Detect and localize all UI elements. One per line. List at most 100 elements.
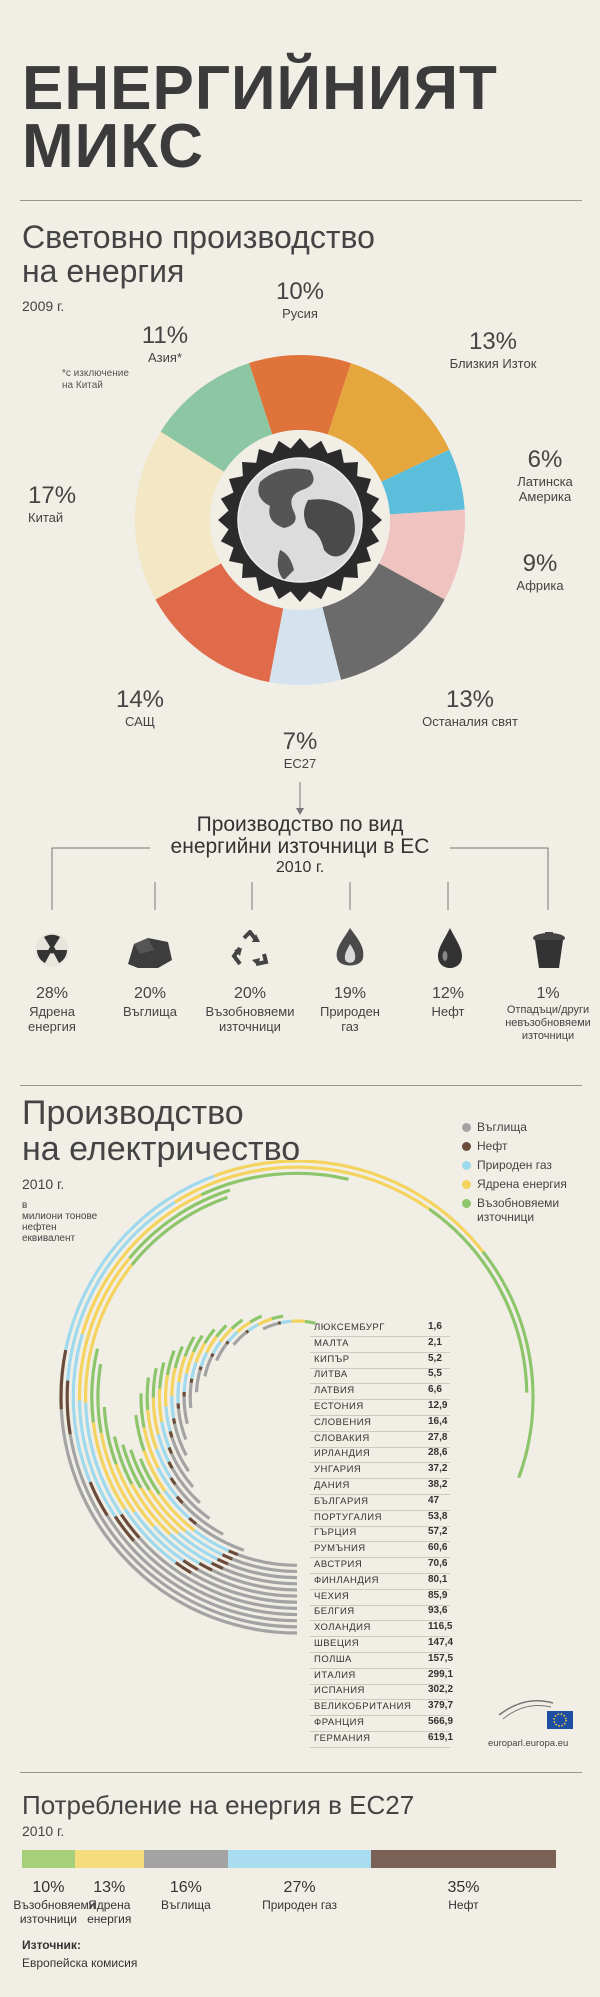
country-name: МАЛТА xyxy=(314,1337,350,1349)
arc-segment xyxy=(200,1171,349,1197)
legend-nuclear: Ядрена енергия xyxy=(462,1175,567,1194)
country-name: ФРАНЦИЯ xyxy=(314,1717,365,1728)
arc-segment xyxy=(280,1319,292,1325)
arc-segment xyxy=(173,1345,184,1369)
arc-segment xyxy=(184,1529,224,1557)
divider xyxy=(20,1772,582,1773)
label-rest-of-world: 13% Останалия свят xyxy=(422,686,518,729)
country-value: 80,1 xyxy=(428,1573,448,1585)
arc-segment xyxy=(176,1381,181,1404)
arc-segment xyxy=(158,1362,166,1389)
arc-segment xyxy=(210,1561,224,1570)
europarl-url: europarl.europa.eu xyxy=(488,1738,569,1749)
arc-segment xyxy=(133,1511,185,1562)
legend-oil: Нефт xyxy=(462,1137,567,1156)
arc-segment xyxy=(192,1334,204,1353)
country-name: УНГАРИЯ xyxy=(314,1464,362,1476)
arc-segment xyxy=(113,1515,135,1542)
arc-segment xyxy=(176,1408,188,1441)
arc-segment xyxy=(170,1436,190,1473)
arc-segment xyxy=(237,1553,298,1567)
arc-segment xyxy=(68,1433,298,1629)
gas-flame-icon xyxy=(336,928,364,966)
country-row: ГЪРЦИЯ 57,2 xyxy=(310,1525,450,1543)
country-row: СЛОВАКИЯ 27,8 xyxy=(310,1431,450,1448)
arc-segment xyxy=(65,1380,72,1435)
country-value: 6,6 xyxy=(428,1384,442,1396)
arc-segment xyxy=(197,1568,298,1598)
country-name: ИСПАНИЯ xyxy=(314,1685,365,1697)
main-title: ЕНЕРГИЙНИЯТ МИКС xyxy=(22,58,498,181)
arc-segment xyxy=(215,1342,228,1362)
country-value: 302,2 xyxy=(428,1684,454,1696)
country-value: 37,2 xyxy=(428,1463,448,1475)
arc-segment xyxy=(160,1421,171,1448)
country-row: ШВЕЦИЯ 147,4 xyxy=(310,1636,454,1653)
arc-segment xyxy=(121,1444,143,1489)
arc-segment xyxy=(249,1314,263,1324)
electricity-year: 2010 г. xyxy=(22,1176,65,1192)
arc-segment xyxy=(195,1522,245,1552)
country-row: ХОЛАНДИЯ 116,5 xyxy=(310,1620,452,1638)
arc-segment xyxy=(213,1160,485,1253)
country-row: ВЕЛИКОБРИТАНИЯ 379,7 xyxy=(310,1699,453,1717)
country-row: СЛОВЕНИЯ 16,4 xyxy=(310,1415,450,1432)
arc-segment xyxy=(199,1351,209,1367)
country-name: ПОЛША xyxy=(314,1653,352,1665)
arc-segment xyxy=(193,1528,230,1553)
arc-segment xyxy=(211,1340,222,1355)
arc-segment xyxy=(156,1433,171,1463)
arc-segment xyxy=(174,1483,211,1520)
country-value: 147,4 xyxy=(428,1637,454,1648)
arc-segment xyxy=(139,1393,146,1428)
donut-segment xyxy=(249,355,351,435)
label-africa: 9% Африка xyxy=(516,550,564,593)
world-title: Световно производство на енергия xyxy=(22,220,375,288)
arc-segment xyxy=(177,1355,187,1383)
electricity-unit: в милиони тонове нефтен еквивалент xyxy=(22,1200,98,1244)
country-name: ИТАЛИЯ xyxy=(314,1669,356,1681)
country-name: ПОРТУГАЛИЯ xyxy=(314,1511,382,1523)
country-value: 157,5 xyxy=(428,1652,454,1664)
arc-segment xyxy=(184,1351,195,1375)
donut-segment xyxy=(381,449,465,515)
arc-segment xyxy=(174,1165,431,1211)
country-name: ЧЕХИЯ xyxy=(314,1590,350,1602)
country-value: 53,8 xyxy=(428,1510,448,1522)
source-value: Европейска комисия xyxy=(22,1956,138,1970)
arc-segment xyxy=(177,1531,219,1561)
country-name: ШВЕЦИЯ xyxy=(314,1638,360,1649)
arc-segment xyxy=(210,1352,215,1358)
arc-segment xyxy=(142,1427,160,1469)
country-row: ДАНИЯ 38,2 xyxy=(310,1478,450,1495)
country-name: ХОЛАНДИЯ xyxy=(314,1622,371,1634)
arc-segment xyxy=(173,1423,188,1457)
arc-segment xyxy=(165,1350,176,1376)
recycle-icon xyxy=(231,930,269,966)
label-usa: 14% САЩ xyxy=(115,686,165,729)
arc-segment xyxy=(198,1365,203,1371)
country-row: ИТАЛИЯ 299,1 xyxy=(310,1668,453,1685)
arc-segment xyxy=(145,1377,151,1410)
country-name: ГЕРМАНИЯ xyxy=(314,1732,371,1744)
eu-item-gas: 19% Природен газ xyxy=(319,985,380,1034)
arc-segment xyxy=(84,1402,123,1516)
arc-segment xyxy=(129,1449,151,1491)
arc-segment xyxy=(119,1513,141,1539)
arc-segment xyxy=(194,1369,202,1393)
donut-segment xyxy=(135,431,225,600)
consumption-segment xyxy=(228,1850,371,1868)
legend-renewables: Възобновяеми xyxy=(462,1194,567,1213)
country-row: ГЕРМАНИЯ 619,1 xyxy=(310,1731,453,1748)
donut-segment xyxy=(378,509,465,600)
arc-segment xyxy=(175,1495,184,1505)
main-title-line2: МИКС xyxy=(22,112,205,181)
label-china: 17% Китай xyxy=(28,482,77,525)
divider xyxy=(20,200,582,201)
country-name: ДАНИЯ xyxy=(314,1480,350,1491)
arc-segment xyxy=(227,1549,239,1557)
arc-segment xyxy=(227,1562,298,1580)
country-name: ИРЛАНДИЯ xyxy=(314,1448,371,1460)
arc-segment xyxy=(170,1367,177,1396)
arc-segment xyxy=(142,1450,167,1492)
